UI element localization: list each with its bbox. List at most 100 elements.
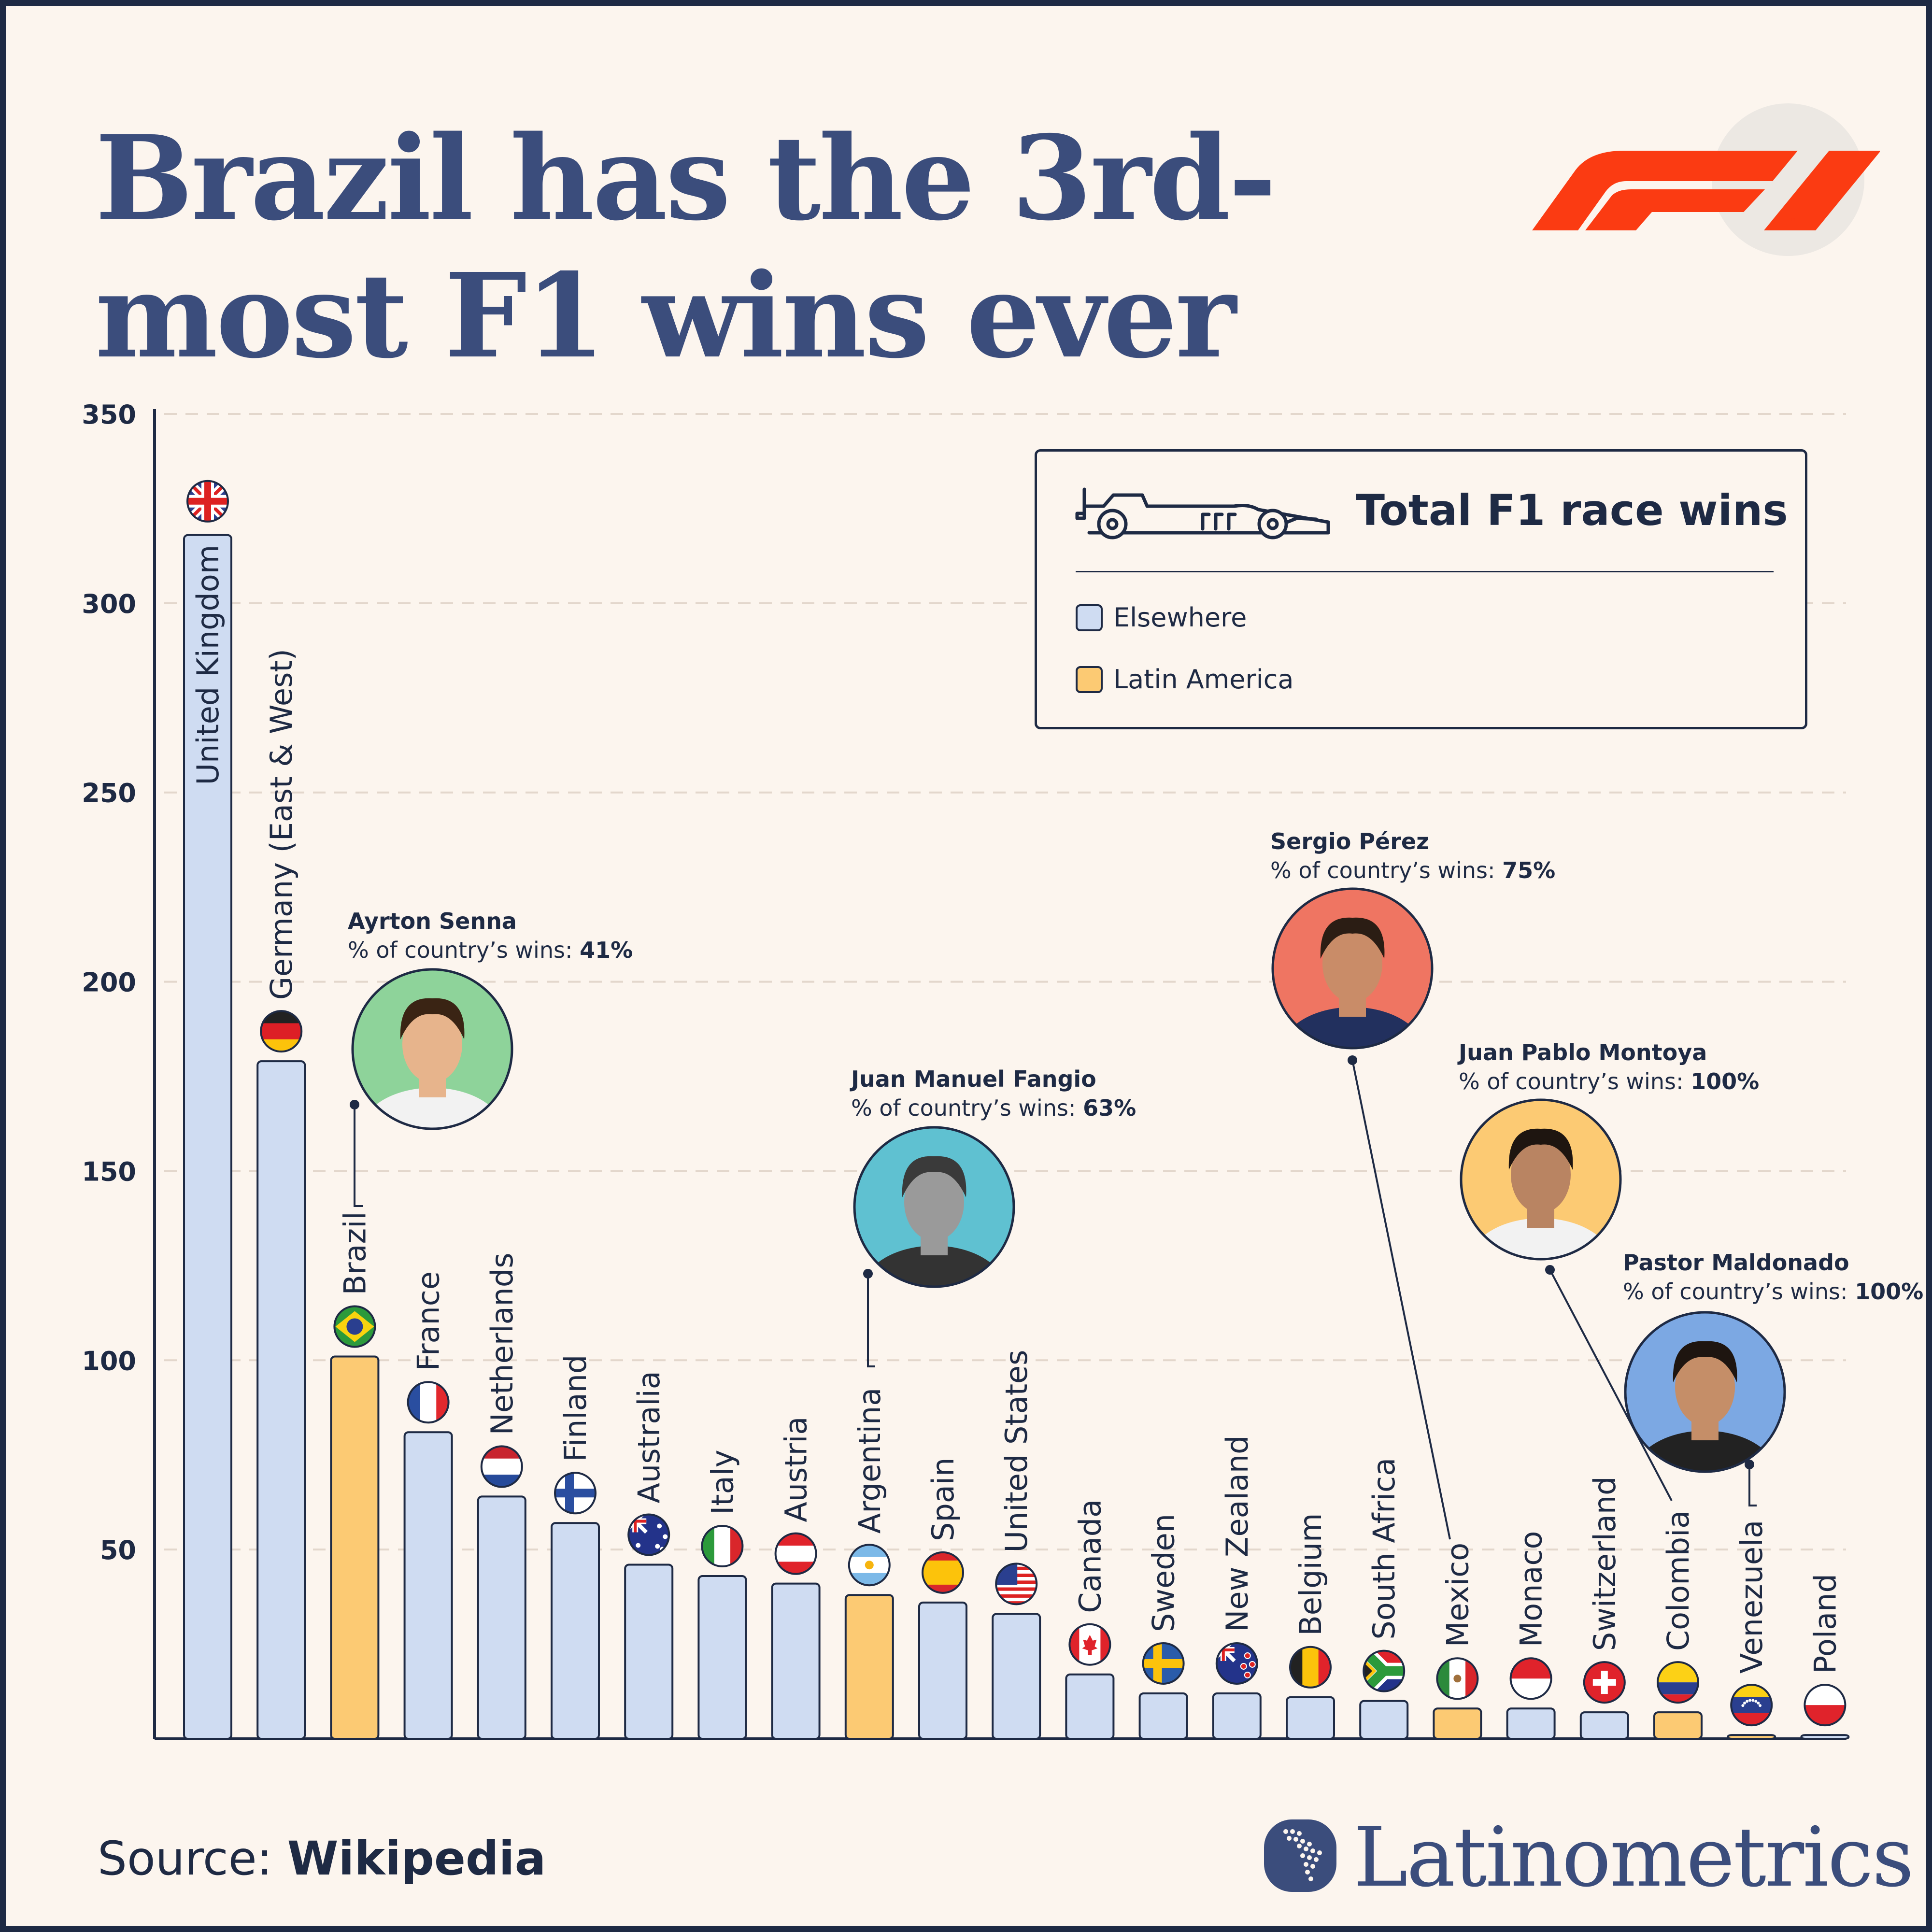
annotation-connector <box>1748 1464 1757 1506</box>
category-label: Spain <box>925 1458 961 1541</box>
category-label: United Kingdom <box>190 545 226 785</box>
flag-icon <box>1583 1661 1626 1704</box>
category-label: Canada <box>1072 1499 1108 1613</box>
category-label: Italy <box>705 1449 740 1515</box>
bar <box>1800 1734 1850 1740</box>
bar <box>1727 1734 1776 1740</box>
category-label: New Zealand <box>1220 1435 1255 1632</box>
bar <box>771 1582 821 1740</box>
flag-icon <box>848 1544 891 1587</box>
flag-icon <box>1436 1657 1479 1700</box>
flag-icon <box>774 1532 817 1575</box>
category-label: Netherlands <box>484 1252 520 1435</box>
flag-icon <box>480 1445 523 1488</box>
driver-portrait <box>351 968 513 1130</box>
bar <box>992 1613 1041 1740</box>
brand-logo: Latinometrics <box>1262 1810 1914 1905</box>
annotation-perez-name: Sergio Pérez <box>1270 828 1429 854</box>
page-title: Brazil has the 3rd-most F1 wins ever <box>95 110 1277 384</box>
y-tick-label: 150 <box>82 1156 136 1187</box>
source-note: Source: Wikipedia <box>98 1832 546 1886</box>
category-label: France <box>411 1271 446 1371</box>
flag-icon <box>1215 1642 1258 1685</box>
annotation-connector <box>1549 1269 1673 1501</box>
bar <box>1579 1711 1629 1740</box>
annotation-montoya-name: Juan Pablo Montoya <box>1459 1039 1707 1065</box>
legend-title: Total F1 race wins <box>1356 485 1788 535</box>
y-tick-label: 200 <box>82 967 136 998</box>
flag-icon <box>1289 1646 1332 1689</box>
legend-label: Latin America <box>1113 664 1294 695</box>
race-car-icon <box>1075 487 1330 540</box>
bar <box>403 1431 453 1740</box>
bar <box>256 1060 306 1740</box>
flag-icon <box>922 1551 964 1594</box>
annotation-connector <box>867 1274 875 1367</box>
annotation-connector <box>354 1105 363 1207</box>
category-label: Switzerland <box>1587 1476 1622 1651</box>
annotation-montoya-pct: % of country’s wins: 100% <box>1459 1068 1760 1094</box>
category-label: Austria <box>779 1417 814 1522</box>
category-label: Germany (East & West) <box>264 649 299 1000</box>
brand-name: Latinometrics <box>1353 1810 1914 1905</box>
annotation-dot <box>1545 1265 1555 1275</box>
annotation-senna-pct: % of country’s wins: 41% <box>348 937 633 963</box>
bar <box>1433 1707 1482 1740</box>
latin-america-map-icon <box>1264 1819 1336 1892</box>
f1-tm-mark: ™ <box>1788 215 1801 230</box>
category-label: Colombia <box>1661 1510 1696 1651</box>
legend-item-elsewhere: Elsewhere <box>1076 602 1247 633</box>
category-label: United States <box>999 1350 1034 1553</box>
category-label: Finland <box>558 1355 593 1462</box>
annotation-maldonado-pct: % of country’s wins: 100% <box>1623 1279 1924 1305</box>
annotation-connector <box>1351 1060 1451 1540</box>
legend-swatch-latin-america <box>1076 666 1103 693</box>
legend-label: Elsewhere <box>1113 602 1247 633</box>
bar <box>1065 1673 1115 1740</box>
flag-icon <box>333 1305 376 1348</box>
bar <box>844 1594 894 1740</box>
y-tick-label: 350 <box>82 399 136 430</box>
flag-icon <box>260 1010 303 1053</box>
annotation-dot <box>863 1269 873 1279</box>
category-label: Mexico <box>1440 1543 1475 1648</box>
annotation-maldonado-name: Pastor Maldonado <box>1623 1250 1849 1276</box>
bar <box>1653 1711 1703 1740</box>
annotation-fangio-pct: % of country’s wins: 63% <box>851 1095 1136 1121</box>
bar <box>697 1575 747 1740</box>
y-tick-label: 100 <box>82 1346 136 1376</box>
driver-portrait <box>1460 1098 1622 1261</box>
y-tick-label: 250 <box>82 778 136 809</box>
flag-icon <box>1363 1649 1406 1692</box>
legend-item-latin-america: Latin America <box>1076 664 1294 695</box>
flag-icon <box>701 1525 744 1568</box>
bar <box>1286 1696 1335 1740</box>
category-label: Sweden <box>1146 1514 1181 1632</box>
category-label: Argentina <box>852 1388 887 1534</box>
flag-icon <box>1804 1684 1847 1727</box>
bar <box>1212 1692 1262 1740</box>
legend-divider <box>1076 571 1774 572</box>
driver-portrait <box>1271 887 1434 1050</box>
annotation-dot <box>1348 1055 1357 1065</box>
category-label: Belgium <box>1293 1513 1328 1636</box>
annotation-senna-name: Ayrton Senna <box>348 908 517 934</box>
f1-logo-icon: ™ <box>1532 103 1880 256</box>
bar <box>624 1563 674 1740</box>
flag-icon <box>1509 1657 1552 1700</box>
bar <box>551 1522 600 1740</box>
bar <box>477 1495 526 1740</box>
flag-icon <box>1142 1642 1185 1685</box>
infographic: Brazil has the 3rd-most F1 wins ever ™ 5… <box>6 6 1926 1926</box>
flag-icon <box>627 1513 670 1556</box>
flag-icon <box>995 1563 1038 1605</box>
category-label: Venezuela <box>1734 1520 1769 1674</box>
flag-icon <box>186 480 229 523</box>
annotation-dot <box>1745 1460 1754 1469</box>
annotation-perez-pct: % of country’s wins: 75% <box>1270 857 1556 883</box>
y-tick-label: 300 <box>82 589 136 619</box>
y-tick-label: 50 <box>100 1535 136 1565</box>
driver-portrait <box>853 1126 1015 1288</box>
flag-icon <box>407 1381 450 1424</box>
annotation-fangio-name: Juan Manuel Fangio <box>851 1066 1096 1092</box>
